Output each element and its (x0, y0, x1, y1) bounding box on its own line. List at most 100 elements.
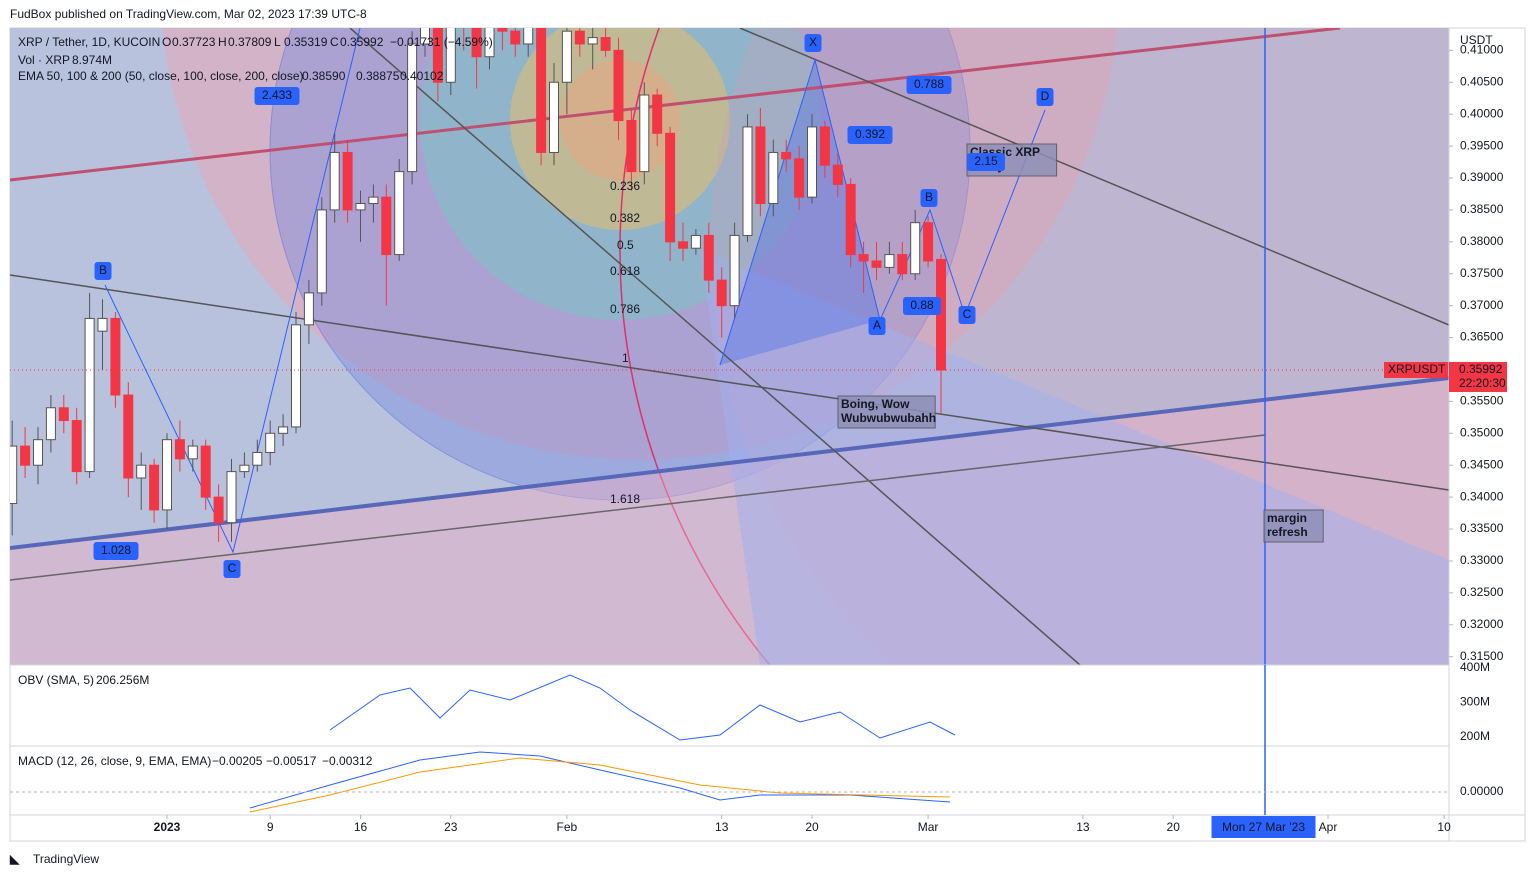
candle-body (432, 28, 443, 83)
ema-value: 0.38590 (302, 69, 346, 83)
candle-body (252, 451, 263, 466)
candle-body (355, 203, 366, 211)
pattern-tag-bg (868, 317, 886, 335)
candle-body (342, 151, 353, 211)
ohlc-change: −0.01731 (−4.59%) (390, 35, 493, 49)
candle-body (832, 164, 843, 185)
y-tick-label: 0.39500 (1460, 138, 1504, 152)
candle-body (794, 158, 805, 198)
candle-body (394, 171, 405, 256)
candle-body (910, 222, 921, 275)
fib-label: 0.382 (610, 211, 640, 225)
ema-legend: EMA 50, 100 & 200 (50, close, 100, close… (18, 69, 304, 83)
ema-value: 0.40102 (400, 69, 444, 83)
y-tick-label: 0.33500 (1460, 521, 1504, 535)
candle-body (923, 222, 934, 262)
pattern-tag-bg (920, 189, 938, 207)
pattern-tag: B (99, 263, 107, 277)
candle-body (484, 28, 495, 58)
macd-value: −0.00205 (212, 754, 263, 768)
candle-body (600, 37, 611, 51)
candle-body (265, 432, 276, 453)
candle-body (574, 30, 585, 45)
x-tick-label: Apr (1319, 820, 1338, 834)
y-tick-label: 0.39000 (1460, 170, 1504, 184)
candle-body (742, 126, 753, 236)
pattern-tag-bg (903, 297, 941, 315)
crosshair-date-bg (1211, 816, 1316, 838)
candle-body (136, 464, 147, 479)
y-tick-label: 0.34000 (1460, 489, 1504, 503)
candle-body (226, 471, 237, 524)
candle-body (510, 30, 521, 45)
candle-body (536, 28, 547, 153)
x-tick-label: 13 (715, 820, 729, 834)
candle-body (639, 94, 650, 173)
x-tick-label: 20 (1167, 820, 1181, 834)
fib-label: 0.786 (610, 302, 640, 316)
candle-body (807, 126, 817, 198)
candle-body (20, 445, 31, 466)
ohlc-value: 0.35319 (284, 35, 328, 49)
annotation-text: margin refresh (1267, 511, 1308, 539)
candle-body (316, 209, 327, 294)
x-tick-label: 10 (1437, 820, 1451, 834)
candle-body (703, 234, 714, 281)
crosshair-date: Mon 27 Mar '23 (1222, 820, 1305, 834)
y-tick-label: 0.38000 (1460, 234, 1504, 248)
candle-body (368, 196, 379, 205)
volume-legend: Vol · XRP (18, 53, 70, 67)
y-tick-label: 0.33000 (1460, 553, 1504, 567)
pattern-tag: 0.788 (914, 77, 944, 91)
candle-body (200, 445, 211, 498)
pattern-tag: A (873, 318, 881, 332)
fib-label: 0.618 (610, 264, 640, 278)
candle-body (174, 439, 185, 460)
y-tick-label: 0.35000 (1460, 425, 1504, 439)
ema-value: 0.38875 (356, 69, 400, 83)
candle-body (587, 37, 598, 45)
y-tick-label: 0.36500 (1460, 330, 1504, 344)
annotation-text: Boing, Wow Wubwubwubahh (841, 397, 936, 425)
annotation-box (1263, 509, 1324, 543)
y-tick-label: 0.35500 (1460, 394, 1504, 408)
candle-body (884, 254, 895, 268)
candle-body (33, 439, 43, 466)
candle-body (329, 151, 340, 211)
ohlc-key: O (162, 35, 171, 49)
candle-body (626, 120, 637, 173)
obv-value: 206.256M (96, 673, 149, 687)
candle-body (84, 317, 95, 473)
ohlc-value: 0.35992 (340, 35, 384, 49)
candle-body (819, 126, 830, 166)
candle-body (652, 94, 663, 134)
y-tick-label: 0.41000 (1460, 43, 1504, 57)
last-price: 0.35992 (1459, 362, 1503, 376)
obv-tick-label: 400M (1460, 660, 1490, 674)
x-tick-label: 13 (1076, 820, 1090, 834)
candle-body (561, 30, 572, 83)
candle-body (497, 28, 508, 32)
countdown: 22:20:30 (1459, 376, 1506, 390)
x-tick-label: 16 (354, 820, 368, 834)
x-tick-label: Mar (918, 820, 939, 834)
candle-body (678, 241, 688, 249)
annotation-box (837, 395, 936, 429)
pattern-tag-bg (93, 542, 139, 560)
x-tick-label: 2023 (154, 820, 181, 834)
candle-body (187, 445, 198, 460)
pattern-tag-bg (847, 126, 893, 144)
obv-tick-label: 200M (1460, 729, 1490, 743)
candle-body (665, 132, 676, 243)
ohlc-value: 0.37723 (172, 35, 216, 49)
candle-body (10, 445, 18, 505)
fib-label: 0.5 (617, 238, 634, 252)
y-tick-label: 0.34500 (1460, 457, 1504, 471)
pattern-tag-bg (223, 560, 241, 578)
y-tick-label: 0.38500 (1460, 202, 1504, 216)
footer-brand: TradingView (33, 852, 99, 866)
candle-body (871, 260, 882, 268)
last-price-bg (1449, 361, 1507, 392)
ohlc-value: 0.37809 (228, 35, 272, 49)
